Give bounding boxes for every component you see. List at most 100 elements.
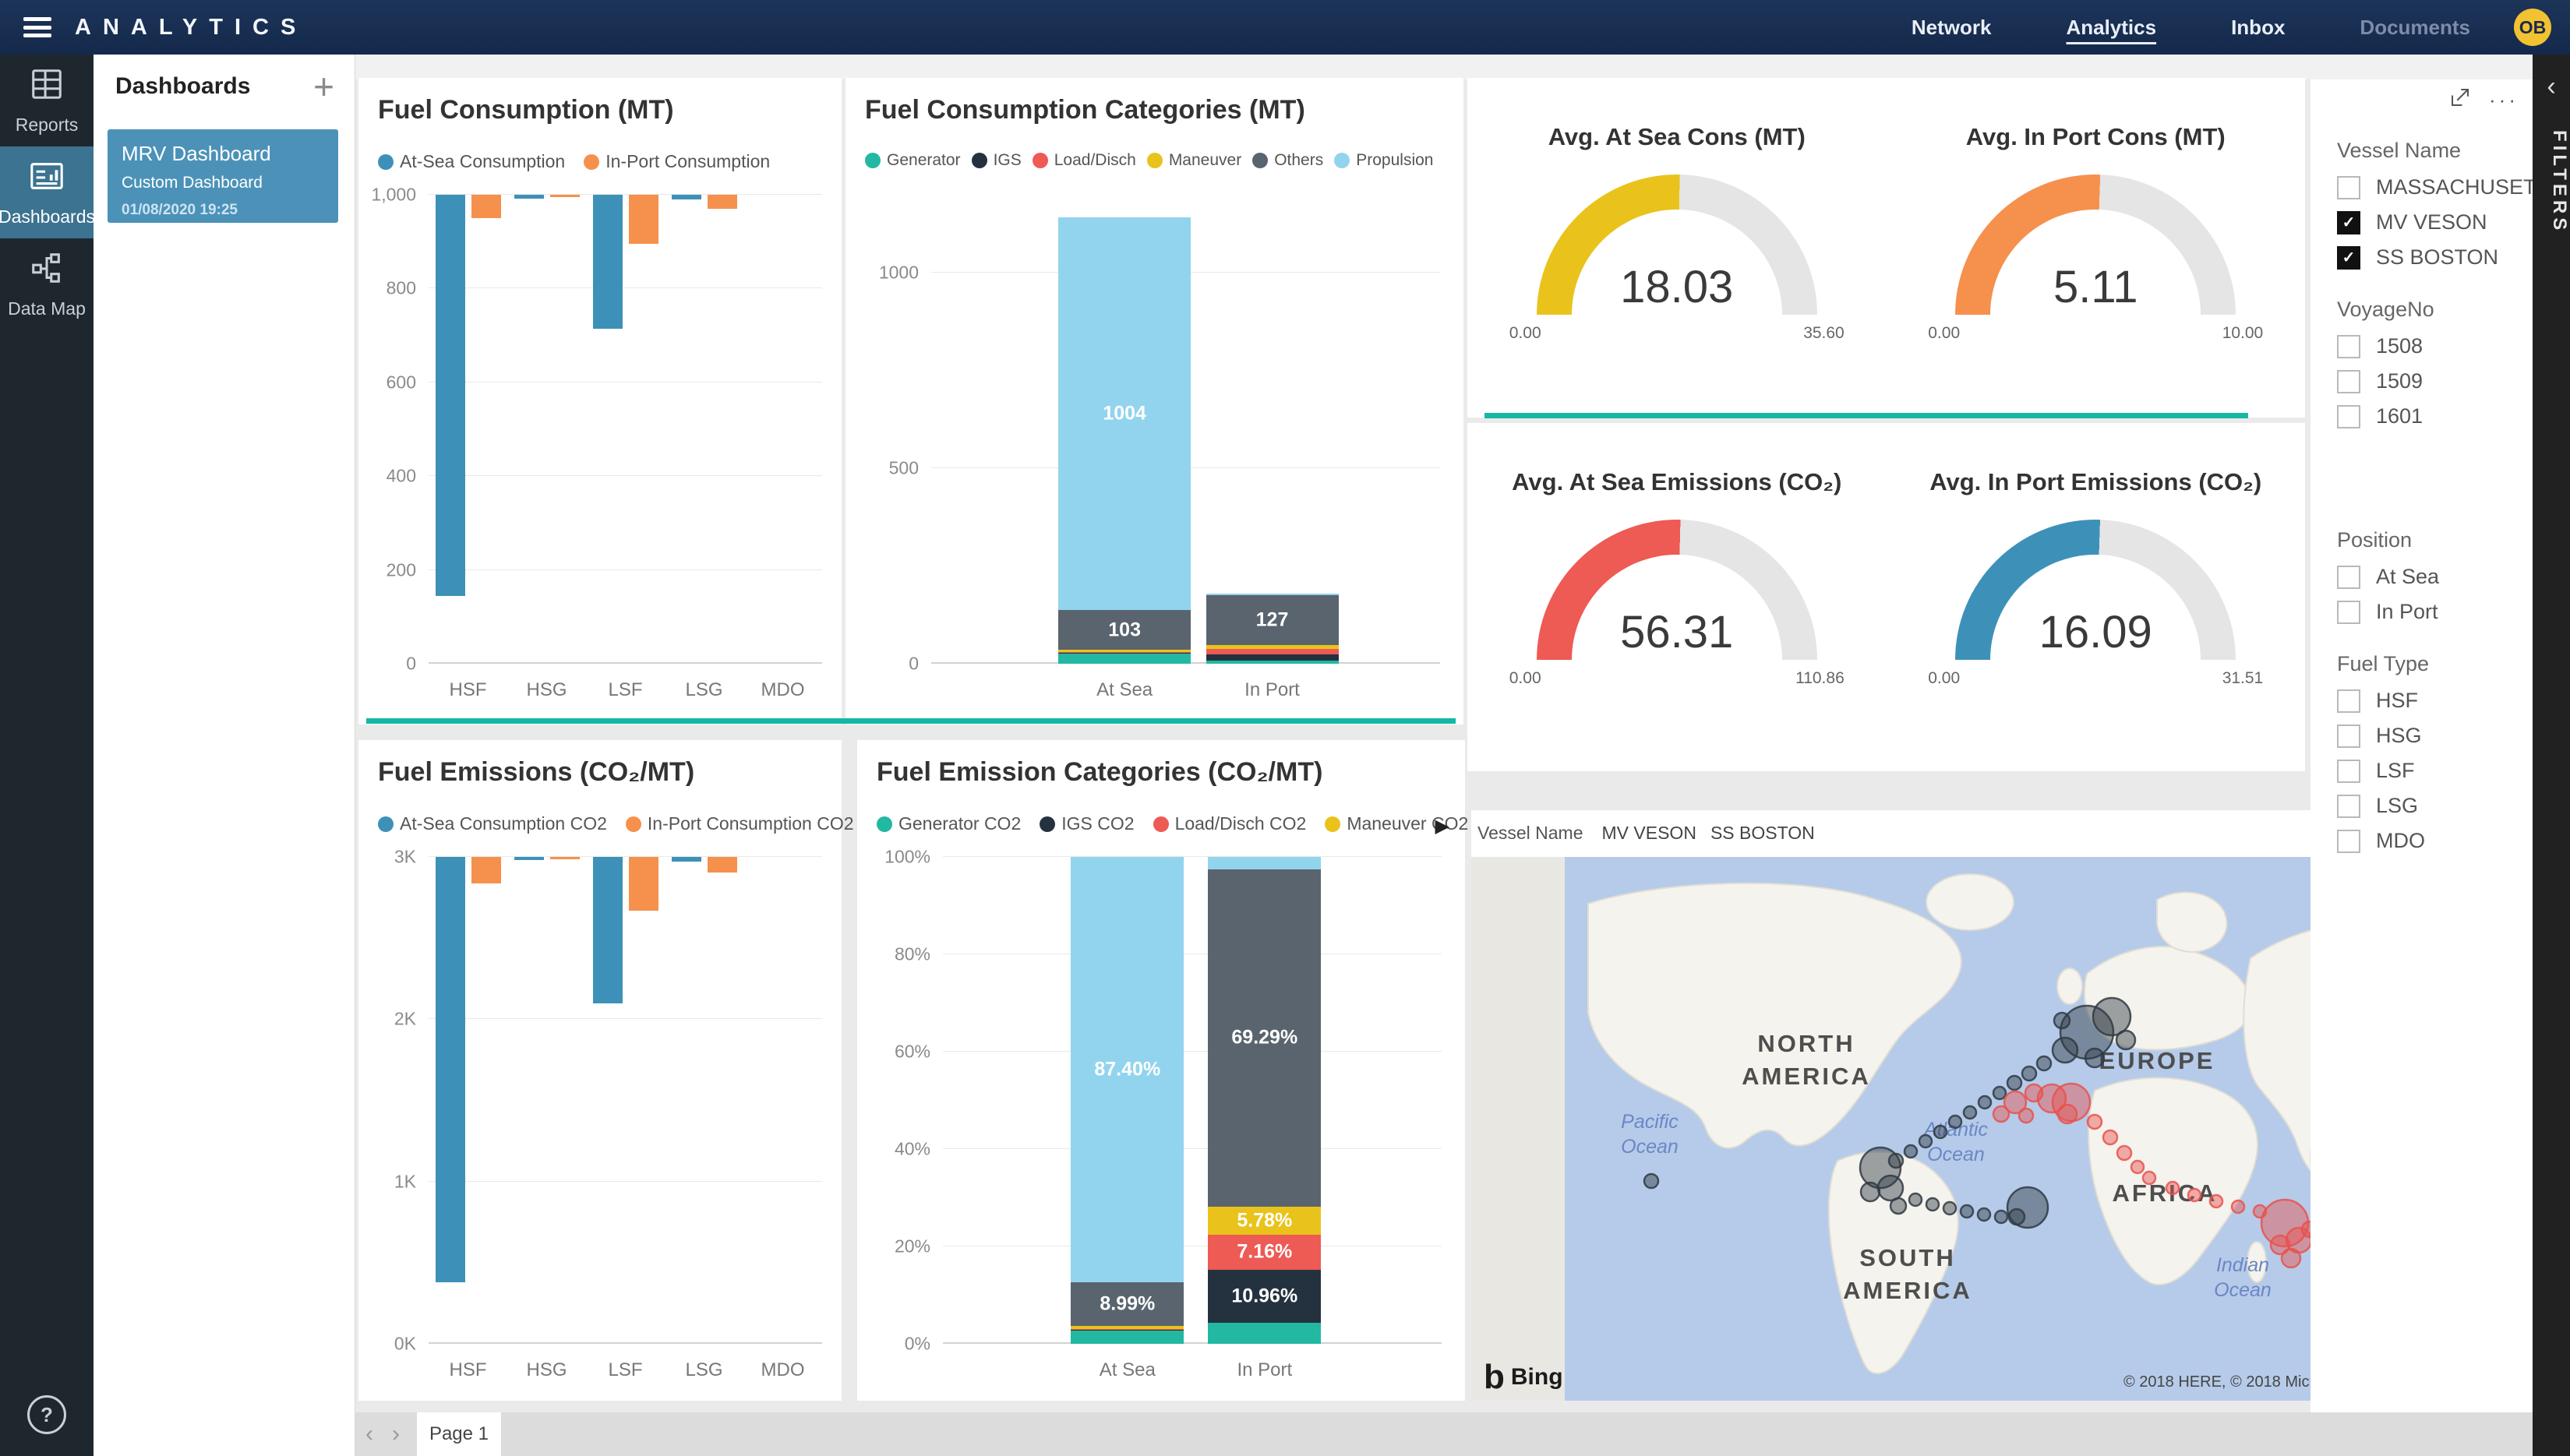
segment-others-co2[interactable] <box>1071 1282 1184 1327</box>
legend-item-mv-veson[interactable]: MV VESON <box>1602 823 1696 844</box>
route-point-ss-boston[interactable] <box>2036 1083 2067 1114</box>
filter-option-at-sea[interactable]: At Sea <box>2337 565 2533 589</box>
route-point-mv-veson[interactable] <box>1976 1207 1992 1222</box>
segment-igs-co2[interactable] <box>1071 1329 1184 1331</box>
bar-lsg-atsea[interactable] <box>671 195 701 200</box>
segment-others[interactable] <box>1206 595 1339 645</box>
next-page-icon[interactable]: › <box>392 1421 400 1447</box>
legend-item-maneuver-co2[interactable]: Maneuver CO2 <box>1325 813 1468 834</box>
nav-analytics[interactable]: Analytics <box>2066 15 2157 39</box>
route-point-mv-veson[interactable] <box>2007 1207 2026 1226</box>
route-point-ss-boston[interactable] <box>2018 1107 2035 1124</box>
route-point-mv-veson[interactable] <box>1959 1204 1975 1219</box>
bar-lsf-inport[interactable] <box>628 857 658 911</box>
filter-option-hsf[interactable]: HSF <box>2337 689 2533 713</box>
route-point-mv-veson[interactable] <box>2053 1011 2071 1030</box>
bar-lsg-inport[interactable] <box>707 857 737 873</box>
filter-option-1509[interactable]: 1509 <box>2337 369 2533 393</box>
tab-page-1[interactable]: Page 1 <box>417 1412 501 1456</box>
menu-icon[interactable] <box>23 17 51 37</box>
bar-lsg-atsea[interactable] <box>671 857 701 862</box>
route-point-mv-veson[interactable] <box>1933 1124 1948 1140</box>
route-point-ss-boston[interactable] <box>2208 1193 2224 1209</box>
filter-option-mv-veson[interactable]: ✓ MV VESON <box>2337 210 2533 234</box>
route-point-mv-veson[interactable] <box>2006 1074 2023 1091</box>
filter-option-1508[interactable]: 1508 <box>2337 334 2533 358</box>
segment-load-disch-co2[interactable] <box>1071 1328 1184 1330</box>
route-point-ss-boston[interactable] <box>2260 1198 2310 1248</box>
segment-load-disch-co2[interactable] <box>1208 1234 1322 1270</box>
filter-option-hsg[interactable]: HSG <box>2337 724 2533 748</box>
help-button[interactable]: ? <box>27 1395 66 1434</box>
nav-documents[interactable]: Documents <box>2360 15 2470 39</box>
segment-maneuver[interactable] <box>1206 644 1339 650</box>
checkbox-icon[interactable] <box>2337 689 2360 713</box>
segment-generator-co2[interactable] <box>1208 1323 1322 1344</box>
filter-option-1601[interactable]: 1601 <box>2337 404 2533 428</box>
segment-others[interactable] <box>1058 609 1191 650</box>
bar-hsf-inport[interactable] <box>471 857 501 884</box>
route-point-ss-boston[interactable] <box>2102 1129 2119 1146</box>
legend-item-load-disch[interactable]: Load/Disch <box>1032 151 1136 170</box>
legend-item-ss-boston[interactable]: SS BOSTON <box>1710 823 1815 844</box>
route-point-ss-boston[interactable] <box>2141 1170 2157 1186</box>
route-point-mv-veson[interactable] <box>1942 1200 1958 1216</box>
route-point-mv-veson[interactable] <box>2021 1065 2038 1082</box>
segment-igs-co2[interactable] <box>1208 1269 1322 1324</box>
bar-hsf-atsea[interactable] <box>435 857 465 1282</box>
route-point-mv-veson[interactable] <box>1903 1144 1919 1159</box>
bar-hsg-atsea[interactable] <box>514 195 544 199</box>
bar-hsg-inport[interactable] <box>549 857 580 859</box>
legend-item-in-port-consumption-co2[interactable]: In-Port Consumption CO2 <box>625 813 854 834</box>
legend-item-maneuver[interactable]: Maneuver <box>1146 151 1241 170</box>
checkbox-icon[interactable] <box>2337 724 2360 748</box>
route-point-mv-veson[interactable] <box>2035 1055 2053 1072</box>
route-point-ss-boston[interactable] <box>2056 1103 2078 1125</box>
segment-igs[interactable] <box>1058 653 1191 654</box>
route-point-mv-veson[interactable] <box>1859 1181 1881 1203</box>
route-point-mv-veson[interactable] <box>1643 1172 1660 1190</box>
prev-page-icon[interactable]: ‹ <box>365 1421 373 1447</box>
segment-load-disch[interactable] <box>1206 649 1339 655</box>
bar-lsf-atsea[interactable] <box>592 195 623 329</box>
route-point-ss-boston[interactable] <box>2003 1090 2028 1115</box>
segment-load-disch[interactable] <box>1058 652 1191 654</box>
route-point-ss-boston[interactable] <box>2086 1113 2103 1130</box>
route-point-ss-boston[interactable] <box>2280 1247 2302 1269</box>
route-point-mv-veson[interactable] <box>1908 1192 1923 1207</box>
checkbox-icon[interactable] <box>2337 404 2360 428</box>
route-point-mv-veson[interactable] <box>1977 1095 1993 1110</box>
bing-logo[interactable]: b Bing <box>1484 1360 1563 1394</box>
route-point-mv-veson[interactable] <box>1993 1209 2009 1225</box>
legend-item-load-disch-co2[interactable]: Load/Disch CO2 <box>1153 813 1306 834</box>
route-point-mv-veson[interactable] <box>1859 1146 1902 1190</box>
checkbox-icon[interactable] <box>2337 565 2360 589</box>
sidebar-item-data-map[interactable]: Data Map <box>0 238 94 330</box>
legend-item-in-port-consumption[interactable]: In-Port Consumption <box>584 151 770 172</box>
bar-hsg-atsea[interactable] <box>514 857 544 861</box>
checkbox-icon[interactable] <box>2337 334 2360 358</box>
route-point-mv-veson[interactable] <box>1992 1085 2007 1101</box>
route-point-ss-boston[interactable] <box>2230 1199 2246 1215</box>
route-point-mv-veson[interactable] <box>1962 1105 1978 1120</box>
bar-lsg-inport[interactable] <box>707 195 737 210</box>
bar-hsg-inport[interactable] <box>549 195 580 197</box>
segment-maneuver[interactable] <box>1058 650 1191 653</box>
sidebar-item-dashboards[interactable]: Dashboards <box>0 146 95 238</box>
legend-item-igs[interactable]: IGS <box>971 151 1022 170</box>
bar-lsf-inport[interactable] <box>628 195 658 245</box>
checkbox-icon[interactable] <box>2337 600 2360 624</box>
route-point-mv-veson[interactable] <box>1947 1114 1963 1130</box>
segment-generator[interactable] <box>1206 661 1339 664</box>
route-point-ss-boston[interactable] <box>2116 1144 2133 1162</box>
legend-item-generator-co2[interactable]: Generator CO2 <box>877 813 1021 834</box>
segment-igs[interactable] <box>1206 654 1339 661</box>
nav-network[interactable]: Network <box>1911 15 1992 39</box>
route-point-mv-veson[interactable] <box>2051 1036 2079 1064</box>
route-point-mv-veson[interactable] <box>2084 1047 2106 1069</box>
route-point-ss-boston[interactable] <box>1992 1105 2010 1123</box>
filter-option-lsf[interactable]: LSF <box>2337 759 2533 783</box>
segment-propulsion-co2[interactable] <box>1071 857 1184 1283</box>
route-point-mv-veson[interactable] <box>2115 1029 2137 1051</box>
segment-maneuver-co2[interactable] <box>1208 1206 1322 1235</box>
